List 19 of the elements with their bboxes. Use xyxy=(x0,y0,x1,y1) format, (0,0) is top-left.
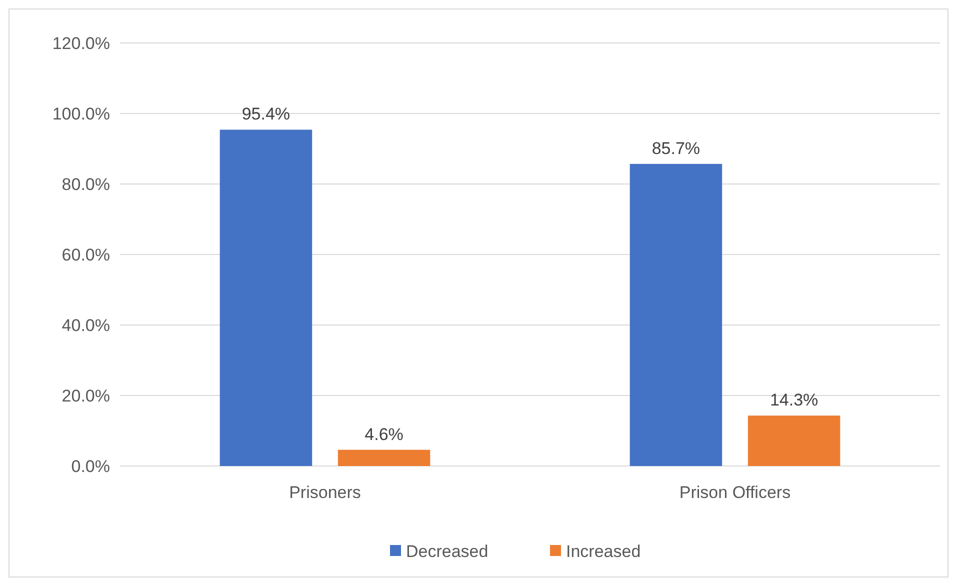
data-label: 85.7% xyxy=(652,138,700,158)
y-tick-label: 80.0% xyxy=(62,174,110,194)
y-tick-label: 60.0% xyxy=(62,245,110,264)
bar xyxy=(630,164,722,466)
legend-label: Decreased xyxy=(406,542,488,561)
data-label: 95.4% xyxy=(242,104,290,124)
x-tick-label: Prison Officers xyxy=(679,483,791,502)
y-tick-label: 120.0% xyxy=(52,34,110,53)
y-tick-label: 0.0% xyxy=(71,456,110,476)
y-tick-label: 100.0% xyxy=(52,104,110,124)
legend-label: Increased xyxy=(566,542,641,561)
data-label: 14.3% xyxy=(770,390,818,410)
bar xyxy=(748,416,840,466)
x-tick-label: Prisoners xyxy=(289,483,361,502)
data-label: 4.6% xyxy=(364,424,404,444)
bar xyxy=(338,450,430,466)
bar xyxy=(220,130,312,466)
y-tick-label: 40.0% xyxy=(62,316,110,335)
y-tick-label: 20.0% xyxy=(62,386,110,406)
